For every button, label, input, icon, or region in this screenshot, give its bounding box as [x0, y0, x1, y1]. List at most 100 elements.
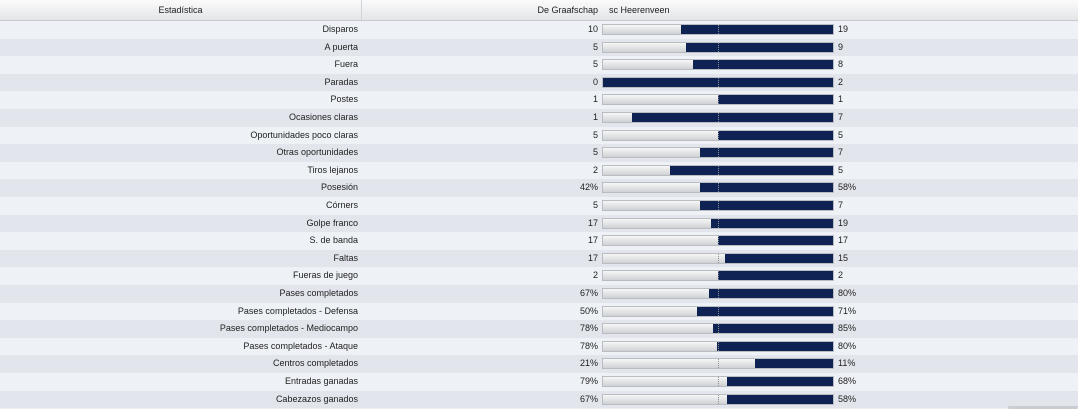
away-share-fill — [718, 271, 833, 281]
center-marker — [718, 183, 719, 193]
home-value: 17 — [587, 235, 598, 246]
center-marker — [718, 341, 719, 351]
center-marker — [718, 324, 719, 334]
stat-label: Córners — [325, 200, 358, 210]
comparison-bar — [602, 129, 834, 141]
home-value: 78% — [579, 323, 598, 334]
stat-row: Córners 5 7 — [0, 197, 1078, 215]
stat-row: Pases completados - Mediocampo 78% 85% — [0, 320, 1078, 338]
home-value: 67% — [579, 393, 598, 404]
away-share-fill — [708, 289, 833, 298]
away-value: 80% — [838, 340, 857, 351]
stat-row: Posesión 42% 58% — [0, 179, 1078, 197]
away-share-fill — [718, 236, 833, 246]
horizontal-scrollbar[interactable] — [1008, 406, 1078, 409]
comparison-bar — [602, 200, 834, 211]
comparison-bar — [602, 164, 834, 176]
center-marker — [718, 377, 719, 386]
away-share-fill — [685, 42, 833, 52]
center-marker — [718, 306, 719, 316]
away-share-fill — [681, 25, 833, 34]
home-value: 5 — [592, 129, 598, 140]
home-value: 67% — [579, 288, 598, 298]
comparison-bar — [602, 376, 834, 387]
stat-row: Pases completados - Defensa 50% 71% — [0, 302, 1078, 321]
center-marker — [718, 77, 719, 87]
stat-row: Tiros lejanos 2 5 — [0, 161, 1078, 180]
away-share-fill — [724, 253, 833, 263]
center-marker — [718, 130, 719, 140]
away-share-fill — [631, 113, 833, 122]
away-share-fill — [699, 201, 833, 210]
comparison-bar — [602, 323, 834, 335]
center-marker — [718, 271, 719, 281]
stat-label: Pases completados — [279, 288, 358, 298]
away-value: 58% — [838, 393, 857, 404]
stat-label: Entradas ganadas — [284, 376, 358, 386]
stat-label: Oportunidades poco claras — [250, 129, 358, 140]
comparison-bar — [602, 41, 834, 53]
stat-row: Pases completados 67% 80% — [0, 285, 1078, 303]
comparison-bar — [602, 147, 834, 159]
away-share-fill — [669, 165, 833, 175]
center-marker — [718, 113, 719, 122]
home-value: 10 — [587, 24, 598, 34]
home-value: 17 — [587, 252, 598, 263]
comparison-bar — [602, 270, 834, 282]
home-value: 5 — [592, 41, 598, 52]
away-share-fill — [718, 95, 833, 105]
stat-label: Posesión — [320, 182, 358, 193]
comparison-bar — [602, 288, 834, 299]
away-share-fill — [727, 394, 833, 404]
stat-label: Fueras de juego — [292, 270, 358, 281]
comparison-bar — [602, 358, 834, 370]
center-marker — [718, 60, 719, 70]
stat-label: Fuera — [334, 59, 358, 70]
stat-row: Centros completados 21% 11% — [0, 355, 1078, 373]
away-share-fill — [699, 183, 833, 193]
center-marker — [718, 218, 719, 228]
home-value: 79% — [579, 376, 598, 386]
stat-label: Golpe franco — [306, 217, 358, 228]
stat-row: Fuera 5 8 — [0, 56, 1078, 74]
away-value: 7 — [838, 112, 844, 122]
stat-label: Centros completados — [272, 358, 358, 369]
comparison-bar — [602, 112, 834, 123]
comparison-bar — [602, 76, 834, 88]
comparison-bar — [602, 235, 834, 247]
stat-label: Postes — [330, 94, 358, 105]
stat-row: Ocasiones claras 1 7 — [0, 109, 1078, 127]
comparison-bar — [602, 305, 834, 317]
away-value: 15 — [838, 252, 849, 263]
away-value: 68% — [838, 376, 857, 386]
center-marker — [718, 253, 719, 263]
stat-label: Cabezazos ganados — [275, 393, 358, 404]
stat-column-header[interactable]: Estadística — [0, 0, 362, 20]
away-value: 2 — [838, 270, 844, 281]
stat-label: Ocasiones claras — [288, 112, 358, 122]
home-value: 17 — [587, 217, 598, 228]
away-value: 7 — [838, 200, 844, 210]
center-marker — [718, 394, 719, 404]
away-value: 8 — [838, 59, 844, 70]
stat-row: Postes 1 1 — [0, 91, 1078, 109]
away-share-fill — [727, 377, 833, 386]
away-share-fill — [713, 324, 833, 334]
away-value: 19 — [838, 24, 849, 34]
away-value: 9 — [838, 41, 844, 52]
comparison-bar — [602, 340, 834, 352]
home-value: 0 — [592, 76, 598, 87]
stat-row: Entradas ganadas 79% 68% — [0, 373, 1078, 391]
stat-row: Cabezazos ganados 67% 58% — [0, 390, 1078, 409]
away-share-fill — [711, 218, 833, 228]
home-value: 42% — [579, 182, 598, 193]
home-team-header[interactable]: De Graafschap — [537, 5, 598, 15]
away-team-header[interactable]: sc Heerenveen — [609, 5, 670, 15]
away-share-fill — [716, 341, 833, 351]
home-value: 2 — [592, 164, 598, 175]
stat-label: Pases completados - Mediocampo — [219, 323, 358, 334]
away-value: 85% — [838, 323, 857, 334]
stat-label: Pases completados - Ataque — [243, 340, 358, 351]
comparison-bar — [602, 252, 834, 264]
center-marker — [718, 148, 719, 158]
